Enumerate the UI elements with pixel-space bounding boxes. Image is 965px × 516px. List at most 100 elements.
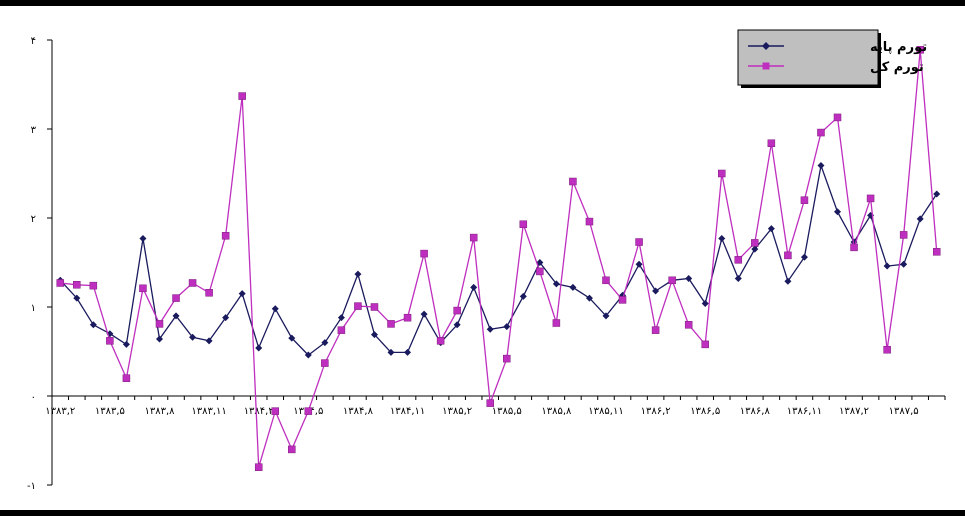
x-tick-label: ۱۳۸۵,۱۱ — [588, 406, 623, 417]
data-point — [635, 260, 643, 268]
data-point — [536, 259, 544, 266]
y-tick-label: ۲ — [31, 214, 36, 225]
data-point — [883, 262, 891, 270]
legend-label: تورم پایه — [870, 40, 927, 55]
data-point — [453, 321, 461, 329]
data-point — [139, 234, 147, 242]
data-point — [420, 249, 428, 258]
data-point — [155, 320, 164, 328]
data-point — [370, 303, 379, 311]
x-tick-label: ۱۳۸۴,۸ — [343, 406, 374, 417]
data-point — [337, 314, 345, 322]
data-point — [834, 208, 842, 216]
data-point — [701, 299, 709, 307]
data-point — [701, 340, 709, 349]
legend-box — [737, 29, 879, 86]
data-point — [519, 292, 527, 300]
legend-label: تورم کل — [870, 60, 924, 75]
data-point — [585, 217, 594, 226]
x-tick-label: ۱۳۸۷,۲ — [839, 406, 869, 417]
data-point — [238, 290, 246, 298]
data-point — [271, 407, 279, 415]
data-point — [288, 445, 296, 454]
axes: -۱ ۰ ۱ ۲ ۳ ۴ ۱۳۸۳,۲ ۱۳۸۳,۵ ۱۳۸۳,۸ ۱۳۸۳,۱۱ ۱۳۸۴,۲ ۱۳… — [27, 36, 946, 492]
x-tick-label: ۱۳۸۳,۸ — [144, 406, 175, 417]
data-point — [304, 407, 313, 415]
legend-marker — [762, 42, 770, 50]
x-tick-label: ۱۳۸۳,۲ — [45, 406, 75, 417]
x-tick-label: ۱۳۸۴,۱۱ — [390, 406, 425, 417]
x-tick-label: ۱۳۸۳,۵ — [95, 406, 125, 417]
data-point — [155, 335, 163, 343]
data-point — [916, 215, 924, 223]
x-tick-label: ۱۳۸۵,۸ — [541, 406, 572, 417]
x-tick-label: ۱۳۸۵,۵ — [492, 406, 522, 417]
data-point — [883, 345, 891, 354]
data-point — [618, 296, 627, 304]
data-point — [767, 139, 776, 147]
data-point — [668, 276, 676, 285]
data-point — [585, 294, 593, 302]
data-point — [767, 225, 775, 233]
data-point — [833, 113, 842, 122]
data-point — [850, 243, 858, 252]
y-tick-label: ۰ — [31, 392, 36, 403]
data-point — [304, 351, 312, 359]
series-2 — [56, 46, 941, 471]
data-point — [337, 326, 346, 334]
data-point — [751, 245, 759, 253]
data-point — [536, 267, 544, 276]
data-point — [635, 238, 643, 246]
data-point — [73, 294, 81, 302]
data-point — [800, 253, 808, 261]
data-point — [519, 220, 528, 228]
data-point — [899, 231, 908, 239]
data-point — [254, 463, 263, 471]
data-point — [734, 256, 743, 264]
data-point — [238, 92, 246, 100]
data-point — [718, 234, 726, 242]
series-1 — [56, 161, 941, 359]
x-tick-label: ۱۳۸۳,۱۱ — [191, 406, 226, 417]
x-tick-label: ۱۳۸۴,۲ — [244, 406, 274, 417]
data-point — [89, 321, 97, 329]
data-point — [387, 348, 395, 356]
data-point — [684, 321, 693, 329]
data-point — [404, 348, 412, 356]
data-point — [569, 283, 577, 291]
data-point — [188, 279, 197, 287]
y-tick-label: ۴ — [31, 36, 36, 47]
data-point — [271, 305, 279, 313]
data-point — [139, 284, 147, 293]
data-point — [734, 275, 742, 283]
data-point — [288, 334, 296, 342]
data-point — [685, 275, 693, 283]
legend-marker — [762, 62, 770, 70]
data-point — [718, 169, 726, 178]
data-point — [321, 359, 329, 367]
data-point — [784, 277, 792, 285]
data-point — [900, 260, 908, 268]
data-point — [205, 289, 213, 297]
y-tick-label: ۳ — [31, 125, 37, 136]
data-point — [172, 312, 180, 320]
data-point — [817, 128, 825, 137]
x-tick-label: ۱۳۸۶,۲ — [641, 406, 671, 417]
data-point — [420, 310, 428, 318]
data-point — [486, 399, 494, 407]
x-tick-label: ۱۳۸۶,۱۱ — [787, 406, 822, 417]
data-point — [503, 354, 511, 363]
data-point — [817, 161, 825, 169]
data-point — [569, 177, 577, 186]
data-point — [122, 374, 131, 382]
data-point — [222, 314, 230, 322]
data-point — [370, 331, 378, 339]
series-layer — [56, 46, 941, 471]
data-point — [932, 248, 941, 256]
legend-item: تورم پایه — [748, 40, 927, 55]
y-tick-label: -۱ — [27, 481, 36, 492]
data-point — [916, 46, 924, 54]
data-point — [453, 306, 461, 315]
